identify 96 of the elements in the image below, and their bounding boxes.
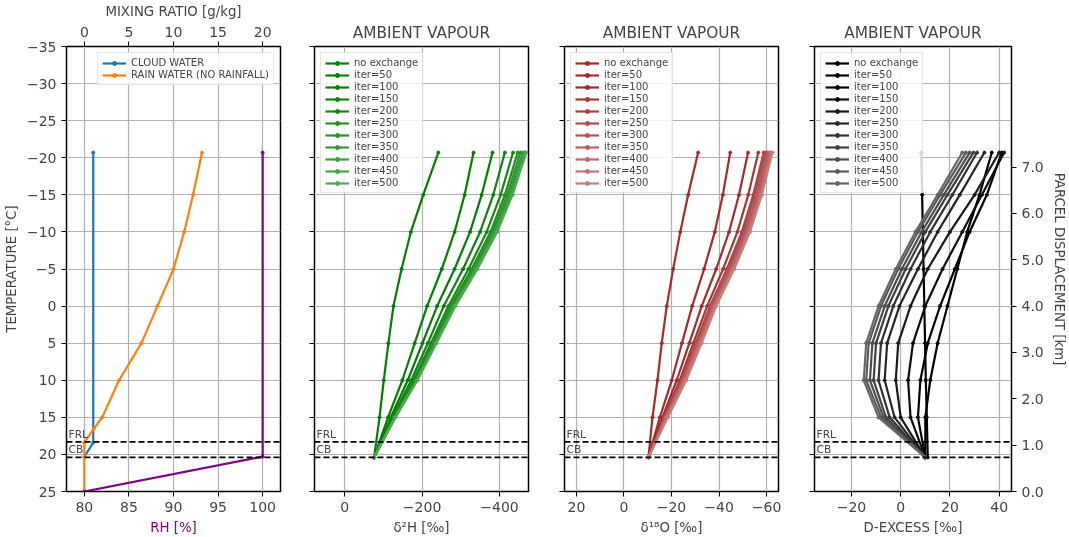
x2-axis-title: MIXING RATIO [g/kg] [105, 3, 242, 19]
text: 3.0 [1021, 344, 1044, 361]
legend-label: iter=100 [354, 81, 399, 92]
ref-line-label: FRL [316, 427, 337, 441]
x-tick-label: 95 [209, 498, 227, 515]
x-tick-label: 20 [941, 498, 959, 515]
x-tick-label: −20 [656, 498, 687, 515]
legend-label: CLOUD WATER [131, 57, 205, 68]
legend-label: iter=500 [604, 177, 649, 188]
y-tick-label: −35 [26, 38, 57, 55]
y-tick-label: 15 [38, 409, 57, 426]
legend-label: iter=150 [604, 93, 649, 104]
legend-label: iter=300 [854, 129, 899, 140]
x2-tick-label: 10 [164, 23, 183, 40]
text: 6.0 [1021, 205, 1044, 222]
x-axis-title: RH [%] [150, 519, 197, 535]
x-tick-label: −200 [402, 498, 442, 515]
legend-label: iter=350 [854, 141, 899, 152]
legend-label: iter=400 [354, 153, 399, 164]
legend-label: iter=50 [604, 69, 643, 80]
y-tick-label: −15 [26, 186, 57, 203]
ref-line-label: CB [68, 443, 84, 457]
legend-label: no exchange [604, 57, 669, 68]
y-tick-label: 20 [38, 446, 57, 463]
y-tick-label: 10 [38, 372, 57, 389]
text: 4.0 [1021, 298, 1044, 315]
legend-label: iter=100 [604, 81, 649, 92]
legend-label: iter=150 [854, 93, 899, 104]
x2-tick-label: 5 [124, 23, 134, 40]
legend-label: iter=50 [354, 69, 393, 80]
text: 0.0 [1021, 483, 1044, 500]
x-tick-label: 20 [567, 498, 586, 515]
legend-label: iter=150 [354, 93, 399, 104]
text: 7.0 [1021, 159, 1044, 176]
chart-title: AMBIENT VAPOUR [352, 23, 491, 42]
legend-label: iter=450 [854, 165, 899, 176]
legend-label: iter=350 [604, 141, 649, 152]
legend-label: iter=200 [604, 105, 649, 116]
chart-title: AMBIENT VAPOUR [602, 23, 741, 42]
legend-label: iter=50 [854, 69, 893, 80]
text: 5.0 [1021, 251, 1044, 268]
ref-line-label: CB [816, 443, 832, 457]
legend-label: iter=450 [354, 165, 399, 176]
legend-label: iter=300 [604, 129, 649, 140]
y-tick-label: −5 [35, 261, 57, 277]
chart-title: AMBIENT VAPOUR [844, 23, 982, 42]
x-axis-title: D-EXCESS [‰] [863, 519, 963, 535]
x-tick-label: 80 [75, 498, 94, 515]
legend-label: iter=400 [854, 153, 899, 164]
x-axis-title: δ²H [‰] [393, 519, 450, 535]
x-tick-label: 0 [619, 498, 629, 515]
legend-label: no exchange [354, 57, 419, 68]
ref-line-label: CB [316, 443, 332, 457]
x-tick-label: 100 [249, 498, 277, 515]
y-tick-label: −20 [26, 149, 57, 166]
y-tick-label: −10 [26, 223, 57, 240]
legend-label: iter=100 [854, 81, 899, 92]
y-tick-label: 25 [38, 483, 57, 500]
y2-axis-title: PARCEL DISPLACEMENT [km] [1051, 172, 1067, 366]
y-tick-label: 5 [47, 335, 57, 352]
legend-label: RAIN WATER (NO RAINFALL) [131, 69, 269, 80]
legend-label: iter=350 [354, 141, 399, 152]
x-tick-label: −400 [480, 498, 519, 515]
x-tick-label: −60 [751, 498, 782, 515]
text: 2.0 [1021, 390, 1044, 407]
text: 1.0 [1021, 437, 1044, 454]
legend-label: iter=500 [354, 177, 399, 188]
y-tick-label: 0 [47, 298, 57, 315]
x-tick-label: 40 [990, 498, 1009, 515]
legend-label: iter=450 [604, 165, 649, 176]
legend-label: iter=200 [854, 105, 899, 116]
x-tick-label: 90 [164, 498, 183, 515]
ref-line-label: FRL [566, 427, 587, 441]
x-tick-label: −40 [704, 498, 734, 515]
y-tick-label: −25 [26, 112, 57, 129]
ref-line-label: FRL [816, 427, 837, 441]
x2-tick-label: 15 [209, 23, 227, 40]
ref-line-label: FRL [68, 427, 89, 441]
x2-tick-label: 0 [79, 23, 89, 40]
legend-label: iter=250 [854, 117, 899, 128]
y-tick-label: −30 [26, 75, 57, 92]
y-axis-title: TEMPERATURE [°C] [3, 205, 19, 334]
legend-label: iter=500 [854, 177, 899, 188]
x-tick-label: 0 [896, 498, 906, 515]
legend-label: iter=200 [354, 105, 399, 116]
legend-label: iter=250 [604, 117, 649, 128]
x-tick-label: 85 [120, 498, 138, 515]
legend-label: iter=250 [354, 117, 399, 128]
ref-line-label: CB [566, 443, 582, 457]
x2-tick-label: 20 [253, 23, 272, 40]
legend-label: no exchange [854, 57, 919, 68]
x-axis-title: δ¹⁸O [‰] [640, 519, 703, 535]
legend-label: iter=300 [354, 129, 399, 140]
x-tick-label: −20 [836, 498, 867, 515]
x-tick-label: 0 [340, 498, 350, 515]
legend-label: iter=400 [604, 153, 649, 164]
